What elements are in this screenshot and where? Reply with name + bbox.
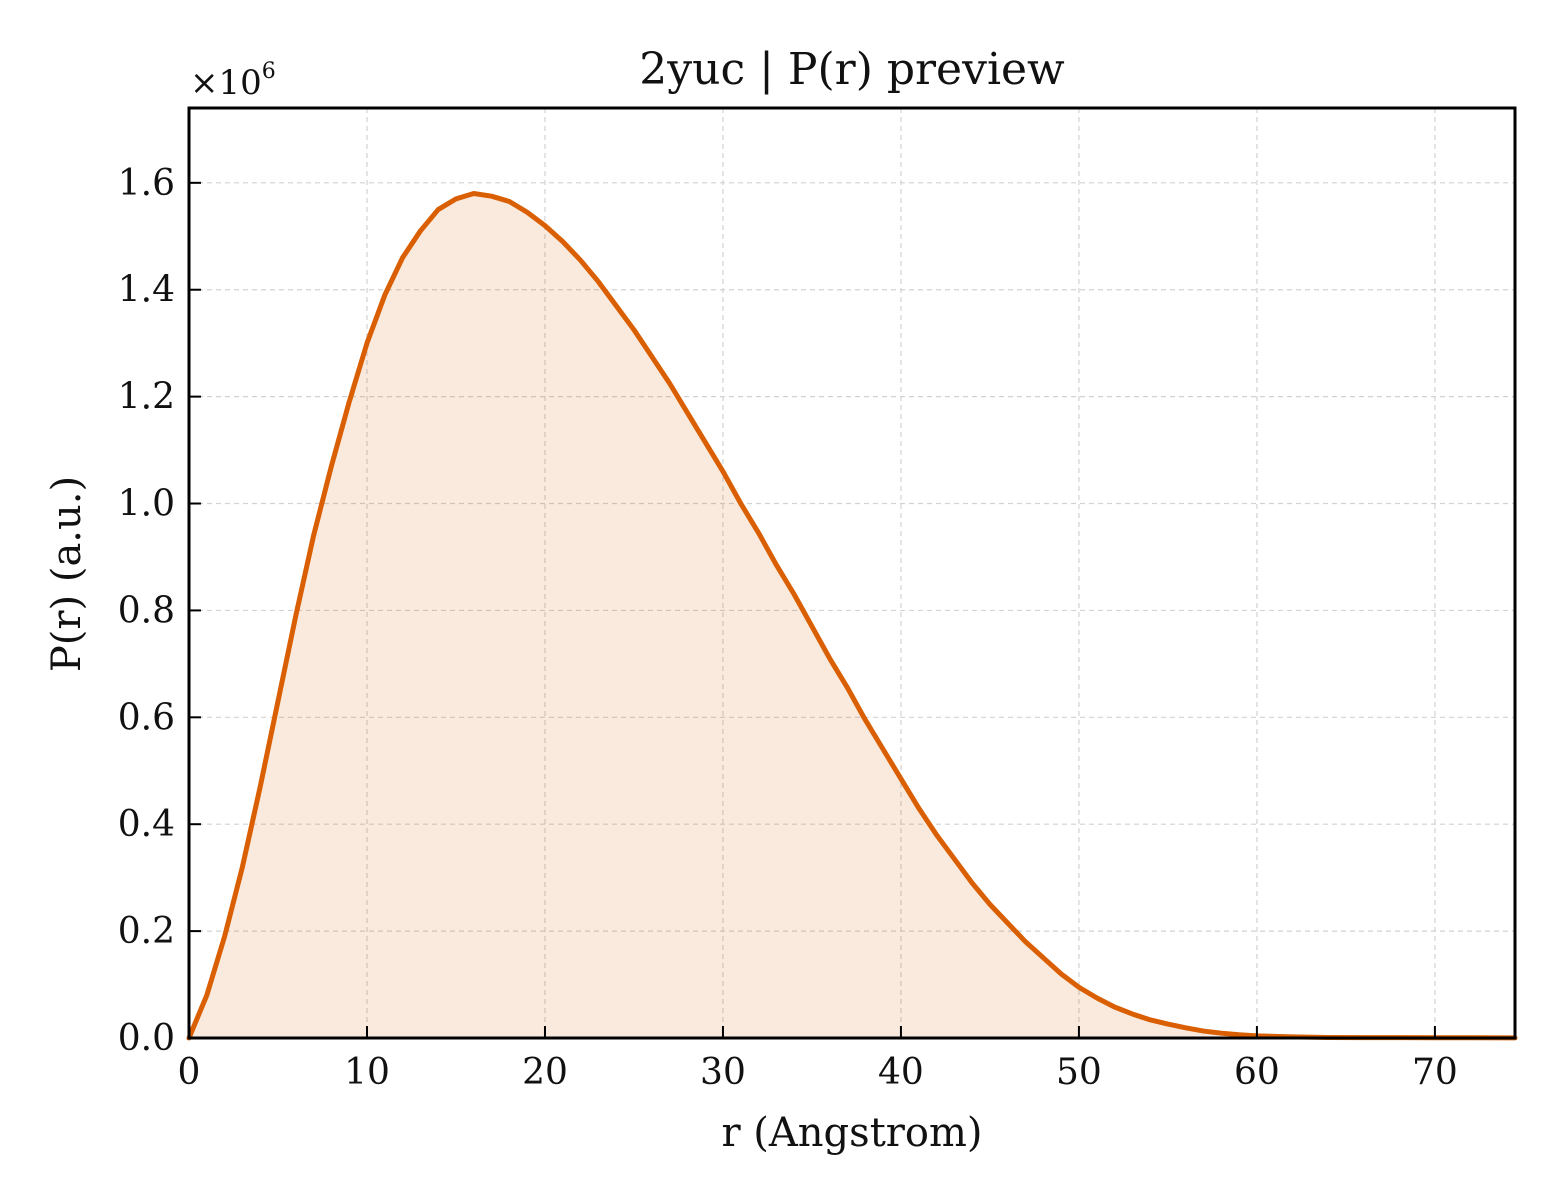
area-fill: [189, 193, 1515, 1038]
plot-frame: [187, 106, 1517, 1040]
y-tick-label: 0.6: [118, 697, 175, 738]
x-tick-label: 10: [344, 1052, 390, 1093]
x-tick-label: 70: [1412, 1052, 1458, 1093]
y-axis-multiplier-base: ×10: [190, 63, 262, 103]
y-tick-label: 0.0: [118, 1018, 175, 1059]
x-tick-label: 30: [700, 1052, 746, 1093]
y-tick-label: 1.2: [118, 377, 175, 418]
series-line: [186, 191, 1518, 1041]
y-tick-label: 1.4: [118, 270, 175, 311]
x-tick-label: 50: [1056, 1052, 1102, 1093]
x-tick-label: 60: [1234, 1052, 1280, 1093]
x-tick-label: 40: [878, 1052, 924, 1093]
y-axis-label: P(r) (a.u.): [44, 476, 90, 672]
x-tick-label: 20: [522, 1052, 568, 1093]
chart-title: 2yuc | P(r) preview: [639, 44, 1065, 95]
axis-ticks: [188, 181, 1436, 1039]
y-axis-multiplier: ×106: [190, 59, 276, 103]
x-axis-label: r (Angstrom): [721, 1110, 982, 1156]
x-tick-label: 0: [178, 1052, 201, 1093]
y-axis-multiplier-exponent: 6: [262, 59, 276, 84]
y-tick-label: 0.2: [118, 911, 175, 952]
grid: [189, 108, 1515, 1038]
y-tick-label: 1.6: [118, 163, 175, 204]
y-tick-label: 1.0: [118, 484, 175, 525]
y-tick-label: 0.4: [118, 804, 175, 845]
tick-labels: 0 10 20 30 40 50 60 70 0.0 0.2 0.4 0.6 0.8 1.0 1.2 1.4 1…: [118, 163, 1458, 1093]
y-tick-label: 0.8: [118, 590, 175, 631]
